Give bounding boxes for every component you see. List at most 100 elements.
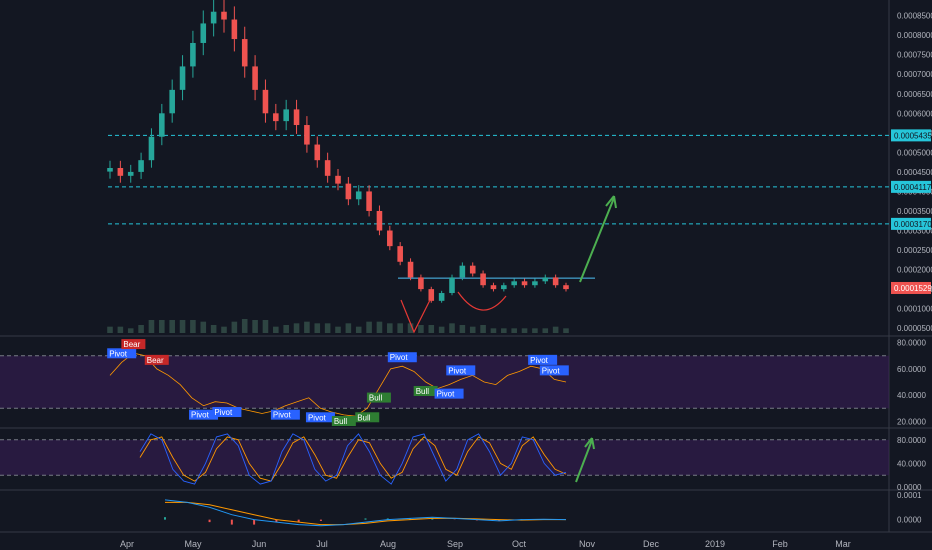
volume-bar (314, 323, 321, 333)
candle-body (407, 261, 414, 278)
stoch-tick-label: 0.0000 (897, 483, 922, 492)
volume-bar (376, 321, 383, 333)
time-axis[interactable]: Apr May Jun Jul Aug Sep Oct Nov Dec 2019 Feb Mar (120, 539, 851, 549)
candle-body (138, 160, 144, 172)
volume-bar (542, 328, 549, 333)
price-tick-label: 0.0000500 (897, 324, 932, 333)
volume-bar (335, 326, 341, 333)
rsi-bull-label-box (366, 392, 391, 403)
price-tick-label: 0.0004500 (897, 168, 932, 177)
time-tick-label: Apr (120, 539, 134, 549)
rsi-pivot-label: Pivot (109, 349, 128, 358)
volume-bar (159, 320, 165, 333)
candle-body (252, 66, 258, 90)
candle-body (480, 273, 486, 286)
candle-body (345, 183, 352, 200)
projection-arrow-line (579, 197, 615, 283)
candle-body (293, 109, 300, 126)
time-tick-label: Sep (447, 539, 463, 549)
candle-body (449, 277, 455, 294)
candle-body (563, 285, 569, 290)
candle-body (190, 42, 196, 67)
macd-line (164, 499, 567, 527)
stoch-pane[interactable] (0, 433, 889, 485)
price-tick-label: 0.0005000 (897, 148, 932, 157)
level-price-tag (891, 180, 931, 193)
volume-bar (366, 321, 372, 333)
volume-bar (304, 321, 310, 333)
candle-body (418, 277, 424, 290)
macd-pane[interactable] (164, 499, 567, 527)
rsi-pivot-label: Pivot (390, 353, 409, 362)
rsi-pivot-label-box (387, 352, 417, 363)
rsi-bull-label: Bull (357, 413, 371, 422)
volume-bar (501, 328, 507, 333)
candle-body (387, 230, 393, 247)
time-tick-label: Jun (252, 539, 267, 549)
rsi-bull-label-box (413, 386, 438, 396)
level-price-tag-label: 0.0004117 (894, 183, 932, 192)
volume-bar (407, 323, 414, 333)
volume-bar (200, 321, 207, 333)
candle-body (469, 265, 476, 274)
current-price-tag (891, 281, 931, 294)
candle-body (366, 191, 372, 211)
stoch-tick-label: 40.0000 (897, 459, 926, 468)
volume-bar (210, 325, 217, 333)
volume-bar (138, 325, 144, 333)
volume-bar (532, 328, 538, 333)
time-tick-label: 2019 (705, 539, 725, 549)
rsi-tick-label: 60.0000 (897, 365, 926, 374)
current-price-tag-label: 0.0001529 (894, 284, 932, 293)
rsi-pivot-label-box (528, 354, 558, 365)
volume-bar (387, 323, 393, 333)
rsi-pivot-label: Pivot (273, 411, 292, 420)
candle-body (335, 175, 341, 184)
volume-bar (428, 325, 435, 333)
rsi-pivot-label: Pivot (214, 408, 233, 417)
candle-body (324, 160, 331, 176)
rsi-line (109, 352, 567, 417)
price-tick-label: 0.0003000 (897, 227, 932, 236)
candle-body (304, 125, 310, 145)
candle-body (148, 136, 155, 161)
price-tick-label: 0.0002000 (897, 266, 932, 275)
time-tick-label: May (184, 539, 202, 549)
rsi-tick-label: 40.0000 (897, 391, 926, 400)
rsi-bull-label: Bull (369, 394, 383, 403)
candle-body (179, 66, 186, 90)
rsi-band-fill (0, 355, 889, 409)
rsi-bull-label: Bull (334, 417, 348, 426)
candle-body (262, 89, 269, 114)
rsi-pivot-label-box (270, 409, 300, 420)
rsi-pivot-label: Pivot (448, 366, 467, 375)
cup-annotation (457, 291, 507, 311)
candle-body (221, 11, 227, 20)
rsi-pivot-label-box (107, 348, 137, 359)
macd-tick-label: 0.0001 (897, 491, 922, 500)
time-tick-label: Mar (835, 539, 851, 549)
projection-arrow-head (605, 195, 617, 209)
rsi-pivot-label-box (446, 365, 476, 376)
volume-bar (190, 320, 196, 333)
candle-body (273, 113, 279, 122)
rsi-bull-label-box (331, 416, 356, 426)
candle-body (532, 281, 538, 286)
price-pane[interactable] (107, 0, 889, 334)
rsi-pivot-label: Pivot (437, 390, 456, 399)
volume-bar (252, 320, 258, 333)
stoch-band-fill (0, 439, 889, 476)
volume-bar (397, 323, 403, 333)
price-axis[interactable]: 0.0008500 0.0008000 0.0007500 0.0007000 0.00… (891, 12, 932, 334)
price-tick-label: 0.0006000 (897, 109, 932, 118)
candle-body (355, 191, 362, 200)
level-price-tag (891, 129, 931, 142)
volume-bar (148, 320, 155, 333)
volume-bar (480, 325, 486, 333)
volume-bar (127, 328, 134, 333)
volume-bar (563, 328, 569, 333)
candle-body (542, 277, 549, 282)
candle-body (231, 19, 238, 40)
candle-body (376, 210, 383, 231)
